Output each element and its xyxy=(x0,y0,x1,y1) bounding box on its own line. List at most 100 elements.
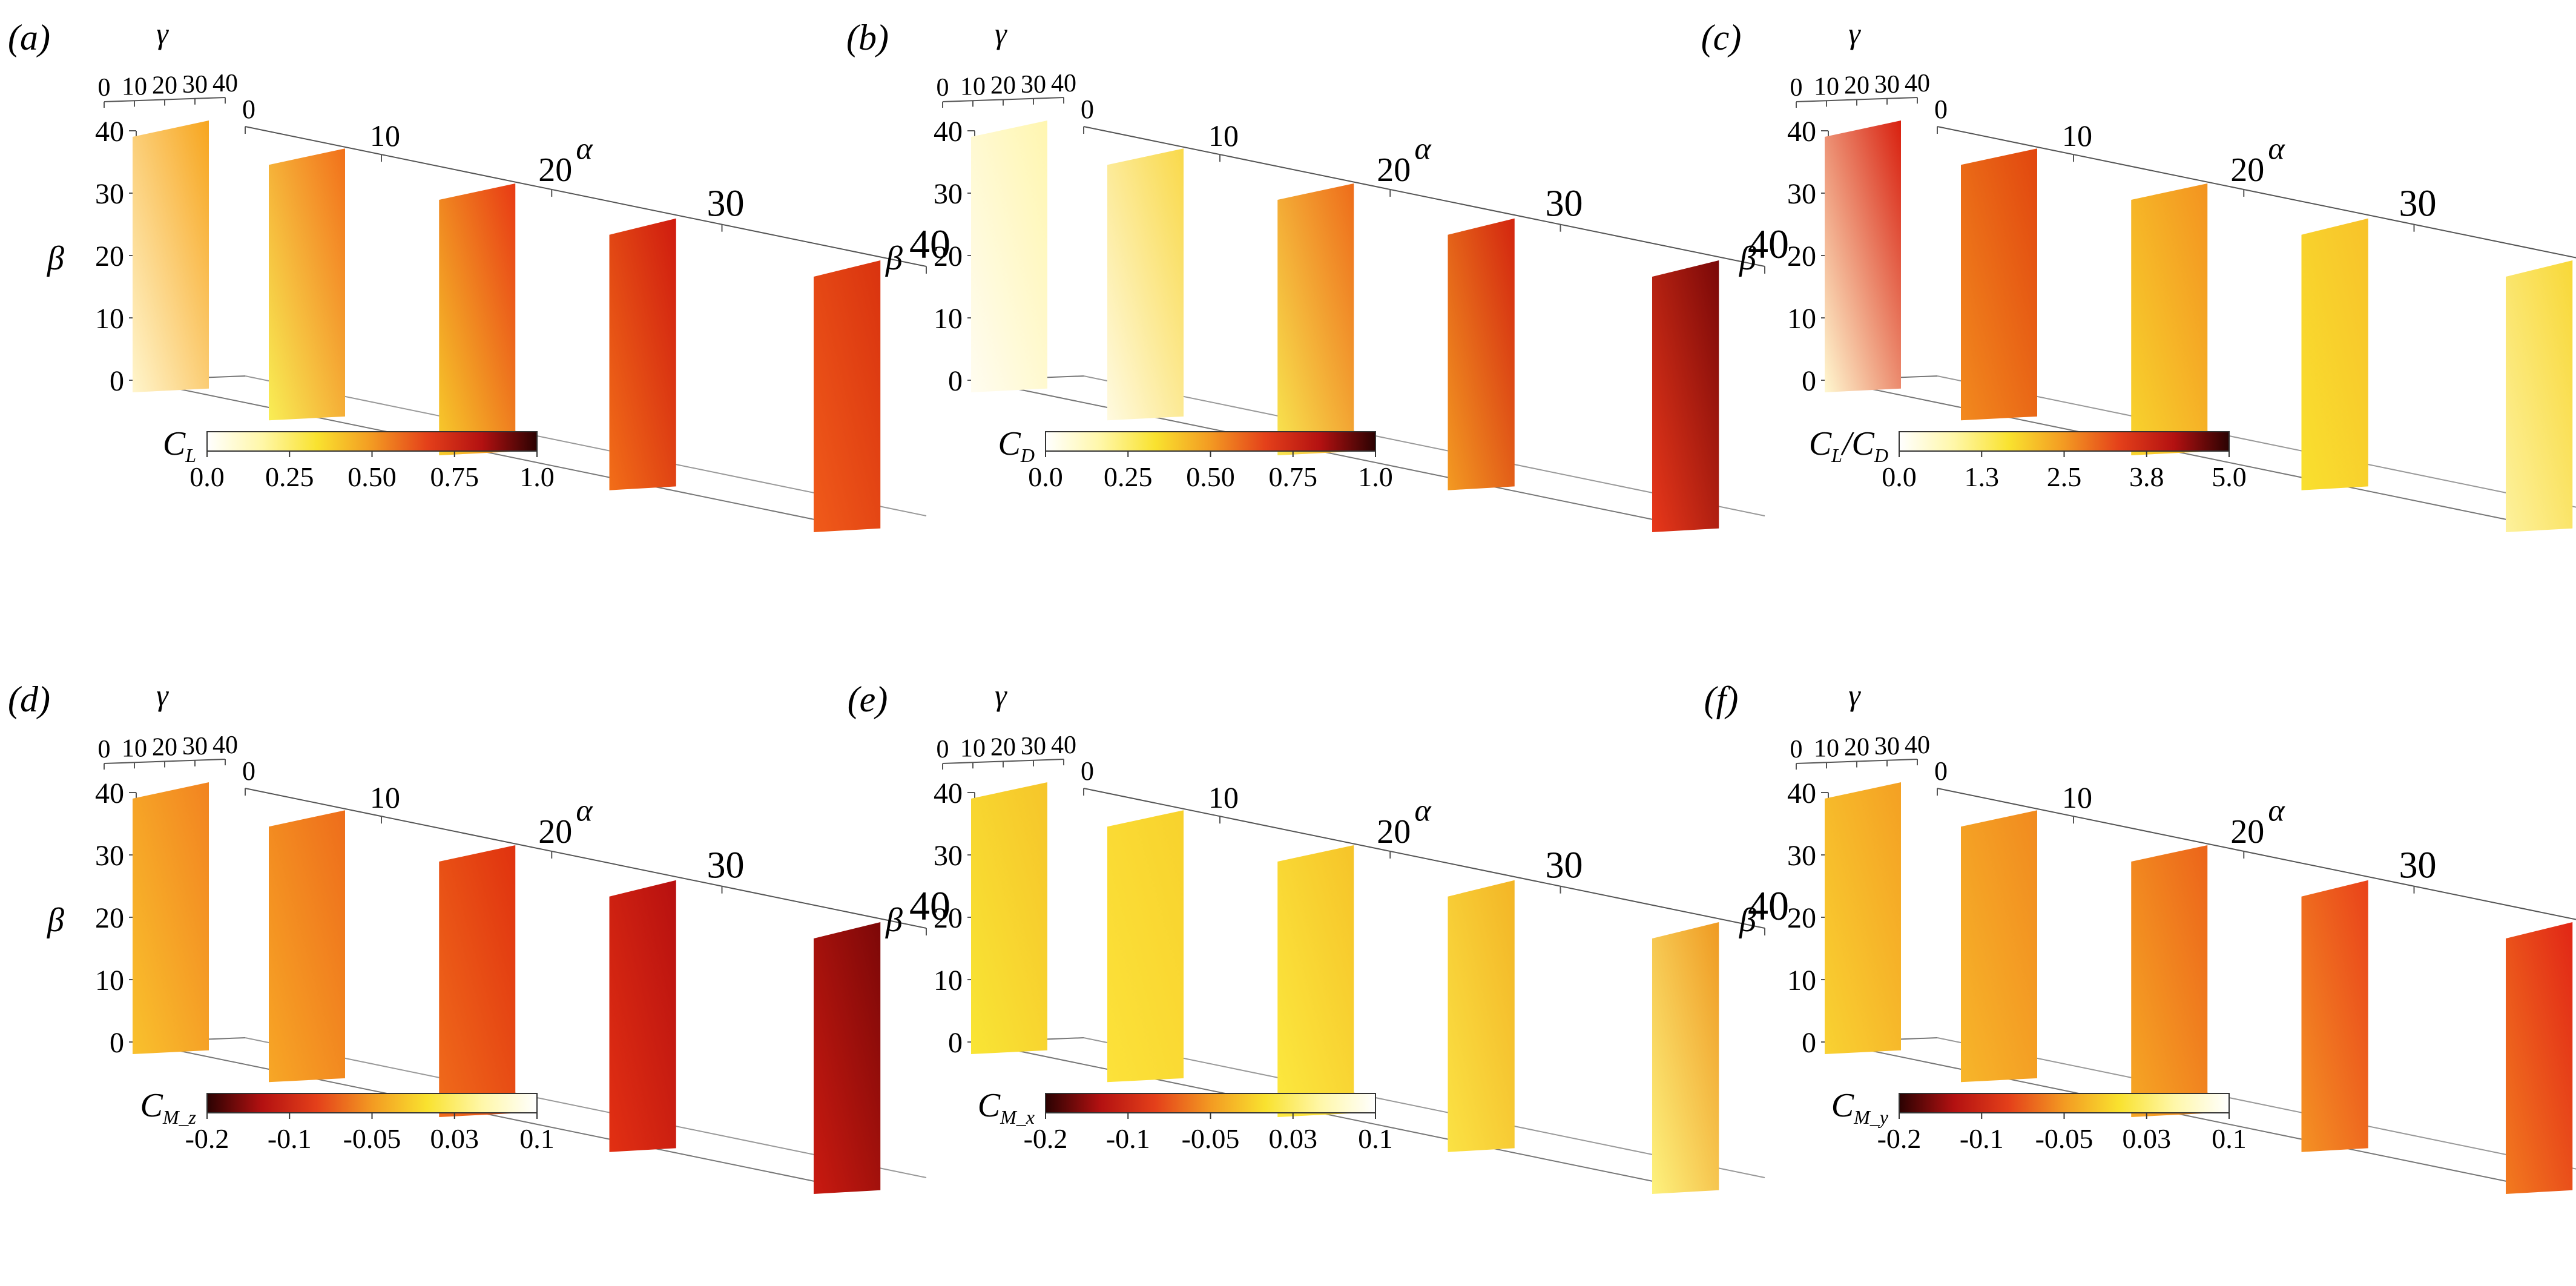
gamma-tick-label: 30 xyxy=(1874,733,1900,760)
gamma-tick-label: 40 xyxy=(1051,70,1076,97)
gamma-axis-label: γ xyxy=(1848,16,1861,50)
alpha-axis-label: α xyxy=(2268,132,2285,167)
colorbar-tick-label: 0.03 xyxy=(430,1123,479,1154)
alpha-tick-label: 30 xyxy=(707,845,745,886)
colorbar xyxy=(1045,431,1376,452)
floor-back-edge xyxy=(245,375,927,516)
colorbar-tick-label: 0.1 xyxy=(2212,1123,2247,1154)
beta-tick-label: 40 xyxy=(95,777,124,810)
beta-tick-label: 10 xyxy=(95,303,124,335)
beta-tick-label: 40 xyxy=(934,777,963,810)
beta-tick-label: 0 xyxy=(110,1027,124,1059)
colorbar xyxy=(1899,1093,2230,1113)
alpha-slice-10 xyxy=(1961,810,2037,1083)
floor-back-edge xyxy=(1937,375,2576,508)
alpha-axis-label: α xyxy=(576,132,593,167)
alpha-tick-label: 20 xyxy=(1377,151,1411,189)
gamma-tick-label: 0 xyxy=(98,736,111,763)
alpha-tick-label: 0 xyxy=(1934,756,1948,786)
beta-tick-label: 30 xyxy=(1787,840,1816,872)
alpha-tick-label: 10 xyxy=(370,119,400,153)
gamma-tick-label: 0 xyxy=(1790,74,1803,102)
alpha-tick-label: 40 xyxy=(1748,883,1789,929)
colorbar-tick-label: 0.0 xyxy=(1882,461,1917,492)
alpha-tick-label: 20 xyxy=(2230,151,2264,189)
beta-axis-label: β xyxy=(1739,902,1756,939)
colorbar-label: CD xyxy=(998,425,1035,466)
colorbar-tick-label: 0.50 xyxy=(348,461,397,492)
beta-tick-label: 30 xyxy=(1787,178,1816,210)
alpha-tick-label: 10 xyxy=(1208,780,1239,814)
colorbar xyxy=(206,431,538,452)
chart-panel-f: (f)010203040β010203040α010203040γ-0.2-0.… xyxy=(1704,678,2576,1194)
gamma-axis-label: γ xyxy=(156,16,169,50)
alpha-axis-line xyxy=(1083,788,1765,929)
colorbar-label-main: C xyxy=(998,425,1021,463)
beta-tick-label: 0 xyxy=(1802,365,1816,397)
alpha-slice-40 xyxy=(1652,922,1719,1194)
colorbar-tick-label: 0.75 xyxy=(1269,461,1318,492)
alpha-axis-line xyxy=(245,788,927,929)
gamma-tick-label: 30 xyxy=(1021,71,1046,99)
alpha-tick-label: 40 xyxy=(909,221,950,267)
colorbar-tick-label: -0.2 xyxy=(1024,1123,1068,1154)
gamma-axis-label: γ xyxy=(1848,678,1861,712)
gamma-tick-label: 0 xyxy=(98,74,111,102)
alpha-slice-0 xyxy=(1825,782,1901,1054)
alpha-slice-30 xyxy=(2301,880,2368,1152)
beta-tick-label: 0 xyxy=(110,365,124,397)
gamma-tick-label: 10 xyxy=(122,73,147,101)
beta-tick-label: 0 xyxy=(948,365,963,397)
alpha-tick-label: 20 xyxy=(538,151,572,189)
colorbar-label: CL/CD xyxy=(1809,425,1888,466)
floor-back-edge xyxy=(1083,1037,1765,1178)
beta-tick-label: 20 xyxy=(1787,240,1816,272)
alpha-axis-line xyxy=(1937,126,2576,259)
beta-tick-label: 30 xyxy=(95,178,124,210)
colorbar-label-main: C xyxy=(1809,425,1832,463)
alpha-axis-line xyxy=(1083,126,1765,267)
alpha-tick-label: 10 xyxy=(370,780,400,814)
alpha-tick-label: 30 xyxy=(1546,183,1583,225)
alpha-tick-label: 20 xyxy=(2230,813,2264,851)
alpha-slice-40 xyxy=(814,260,881,532)
beta-tick-label: 20 xyxy=(1787,902,1816,934)
alpha-slice-40 xyxy=(2506,922,2573,1194)
gamma-tick-label: 20 xyxy=(990,72,1016,100)
alpha-slice-20 xyxy=(2131,183,2208,455)
colorbar-tick-label: 0.0 xyxy=(1028,461,1063,492)
gamma-tick-label: 20 xyxy=(1844,72,1869,100)
alpha-slice-20 xyxy=(1277,845,1354,1117)
alpha-slice-10 xyxy=(269,148,345,421)
alpha-slice-10 xyxy=(1107,810,1184,1083)
alpha-tick-label: 20 xyxy=(1377,813,1411,851)
gamma-tick-label: 40 xyxy=(1905,70,1930,97)
alpha-axis-label: α xyxy=(2268,794,2285,828)
colorbar-label: CM_z xyxy=(140,1087,197,1128)
panel-label: (e) xyxy=(848,679,888,719)
alpha-slice-20 xyxy=(439,845,516,1117)
colorbar-tick-label: 0.75 xyxy=(430,461,479,492)
beta-tick-label: 0 xyxy=(1802,1027,1816,1059)
colorbar-tick-label: 0.25 xyxy=(265,461,314,492)
alpha-slice-10 xyxy=(1961,148,2037,421)
beta-tick-label: 20 xyxy=(934,902,963,934)
alpha-tick-label: 0 xyxy=(242,756,255,786)
colorbar-label-sub: M_z xyxy=(162,1106,197,1128)
colorbar-label-main: C xyxy=(1831,1087,1854,1124)
chart-panel-c: (c)010203040β010203040α010203040γ0.01.32… xyxy=(1701,16,2576,532)
alpha-tick-label: 30 xyxy=(2399,183,2437,225)
gamma-tick-label: 30 xyxy=(1874,71,1900,99)
gamma-tick-label: 40 xyxy=(212,731,238,759)
floor-back-edge xyxy=(245,1037,927,1178)
alpha-slice-40 xyxy=(1652,260,1719,532)
colorbar-tick-label: 3.8 xyxy=(2129,461,2164,492)
floor-back-edge xyxy=(1937,1037,2576,1170)
colorbar-tick-label: -0.1 xyxy=(1106,1123,1150,1154)
colorbar-label-sub-2: D xyxy=(1874,444,1888,466)
alpha-tick-label: 30 xyxy=(2399,845,2437,886)
gamma-tick-label: 0 xyxy=(937,736,949,763)
beta-tick-label: 10 xyxy=(1787,964,1816,997)
colorbar-label-main: C xyxy=(140,1087,163,1124)
